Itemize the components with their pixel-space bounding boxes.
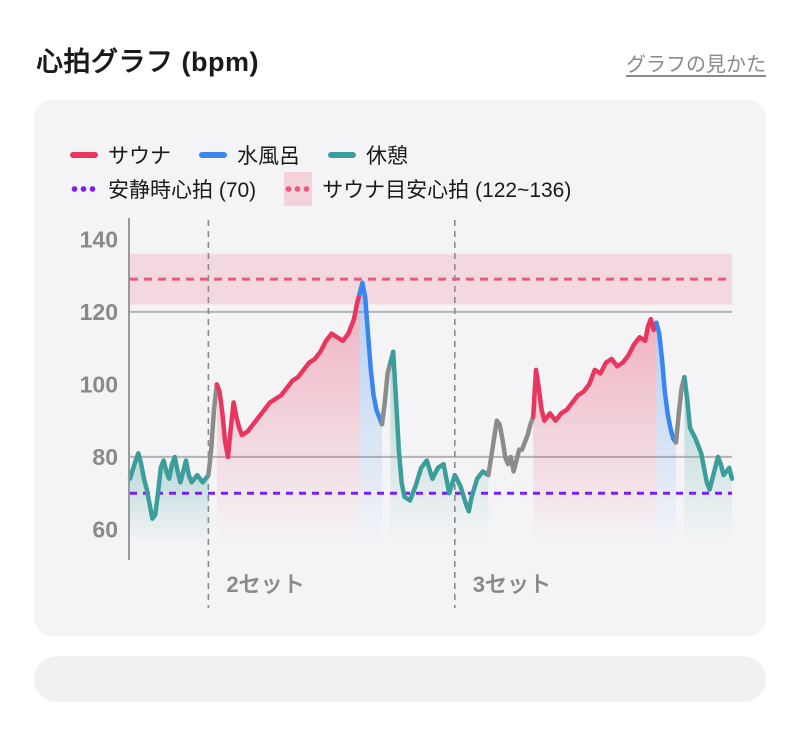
area-cold-bath <box>359 282 382 544</box>
legend-resting-hr: 安静時心拍 (70) <box>70 174 256 204</box>
set-marker-label: 2セット <box>226 572 304 597</box>
series-cold-bath <box>357 280 385 427</box>
set-marker-label: 3セット <box>473 572 551 597</box>
resting-hr-swatch <box>70 186 98 192</box>
y-tick-label: 80 <box>92 444 118 470</box>
legend-resting-hr-label: 安静時心拍 (70) <box>108 179 257 202</box>
page-title: 心拍グラフ (bpm) <box>36 47 259 77</box>
legend-cold-bath: 水風呂 <box>199 140 300 170</box>
legend-sauna-target: サウナ目安心拍 (122~136) <box>284 172 571 206</box>
rest-swatch <box>328 152 356 158</box>
chart-card: サウナ 水風呂 休憩 安静時心拍 (70) サウナ目安心拍 (122~136) <box>34 100 766 636</box>
series-transition <box>673 374 687 445</box>
area-rest <box>684 377 732 544</box>
heart-rate-chart: 2セット 3セット 60 80 100 120 140 <box>80 218 735 608</box>
legend: サウナ 水風呂 休憩 安静時心拍 (70) サウナ目安心拍 (122~136) <box>70 138 599 206</box>
series-rest <box>388 349 491 514</box>
area-sauna <box>216 293 360 544</box>
series-transition <box>206 382 220 478</box>
sauna-swatch <box>70 152 98 158</box>
cold-bath-swatch <box>199 152 227 158</box>
y-tick-label: 120 <box>80 299 118 325</box>
help-link[interactable]: グラフの見かた <box>626 54 766 76</box>
area-sauna <box>533 319 657 544</box>
legend-rest-label: 休憩 <box>366 145 408 168</box>
series-rest <box>127 451 211 521</box>
legend-rest: 休憩 <box>328 140 408 170</box>
series-transition <box>379 360 393 427</box>
legend-sauna-label: サウナ <box>108 145 171 168</box>
plan-notice <box>34 656 766 702</box>
legend-sauna: サウナ <box>70 140 171 170</box>
y-tick-label: 100 <box>80 371 118 397</box>
series-sauna <box>530 316 659 423</box>
legend-cold-bath-label: 水風呂 <box>237 145 300 168</box>
legend-sauna-target-label: サウナ目安心拍 (122~136) <box>322 179 572 202</box>
y-tick-label: 140 <box>80 226 118 252</box>
sauna-target-swatch <box>284 172 313 206</box>
area-cold-bath <box>656 322 676 544</box>
series-rest <box>682 374 735 492</box>
series-transition <box>486 414 536 478</box>
series-sauna <box>214 291 362 460</box>
y-tick-label: 60 <box>92 516 118 542</box>
area-rest <box>390 351 489 544</box>
series-cold-bath <box>654 320 679 445</box>
